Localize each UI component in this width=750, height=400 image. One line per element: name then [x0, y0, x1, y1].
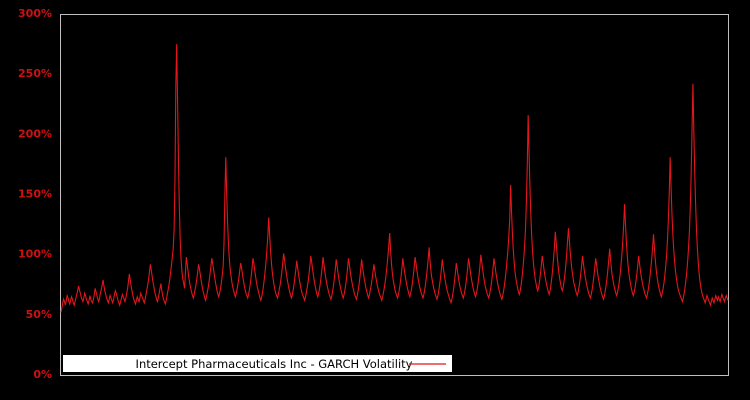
y-axis-tick-labels: 0% 50% 100% 150% 200% 250% 300%	[18, 7, 52, 381]
legend-background	[63, 355, 452, 372]
y-tick-label: 250%	[18, 67, 52, 80]
y-tick-label: 200%	[18, 127, 52, 140]
y-tick-label: 150%	[18, 188, 52, 201]
legend-label: Intercept Pharmaceuticals Inc - GARCH Vo…	[136, 357, 413, 371]
y-tick-label: 300%	[18, 7, 52, 20]
series-group	[60, 44, 729, 313]
y-tick-label: 100%	[18, 248, 52, 261]
chart-legend[interactable]: Intercept Pharmaceuticals Inc - GARCH Vo…	[63, 355, 452, 372]
plot-area-frame	[60, 14, 729, 376]
y-tick-label: 50%	[26, 308, 52, 321]
series-line-0	[60, 44, 729, 313]
y-tick-label: 0%	[33, 368, 52, 381]
